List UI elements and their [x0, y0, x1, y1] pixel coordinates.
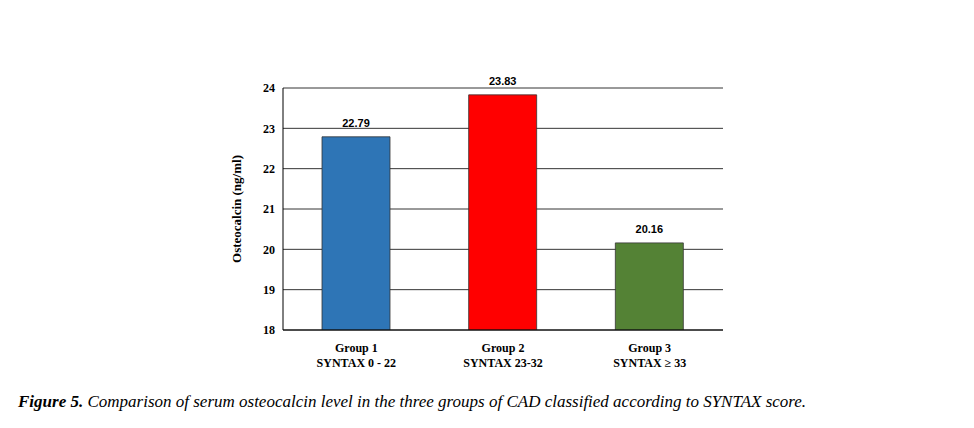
- svg-text:Osteocalcin (ng/ml): Osteocalcin (ng/ml): [229, 155, 244, 263]
- svg-text:23: 23: [263, 122, 275, 136]
- svg-text:20: 20: [263, 243, 275, 257]
- svg-text:18: 18: [263, 323, 275, 337]
- html-text:Figure 5. Comparison of serum: Figure 5. Comparison of serum osteocalci…: [18, 392, 807, 411]
- svg-text:Group 2SYNTAX 23-32: Group 2SYNTAX 23-32: [463, 341, 542, 370]
- svg-text:Group 1SYNTAX 0 - 22: Group 1SYNTAX 0 - 22: [317, 341, 396, 370]
- svg-text:22: 22: [263, 162, 275, 176]
- svg-text:19: 19: [263, 283, 275, 297]
- svg-text:22.79: 22.79: [342, 117, 370, 129]
- svg-text:24: 24: [263, 81, 275, 95]
- svg-text:23.83: 23.83: [489, 75, 517, 87]
- svg-text:Group 3SYNTAX ≥ 33: Group 3SYNTAX ≥ 33: [613, 341, 686, 370]
- svg-text:21: 21: [263, 202, 275, 216]
- svg-text:20.16: 20.16: [636, 223, 664, 235]
